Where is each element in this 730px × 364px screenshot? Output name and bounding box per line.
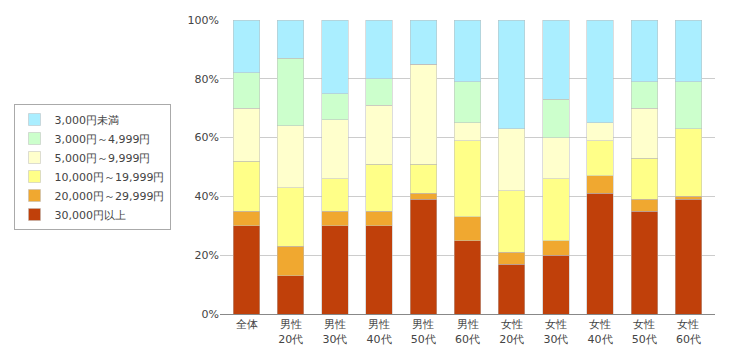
svg-text:20,000円～29,999円: 20,000円～29,999円 — [55, 190, 165, 203]
svg-text:30,000円以上: 30,000円以上 — [55, 209, 127, 222]
svg-text:男性50代: 男性50代 — [411, 318, 436, 345]
svg-text:女性20代: 女性20代 — [499, 318, 524, 345]
svg-text:女性60代: 女性60代 — [676, 318, 701, 345]
svg-text:3,000円未満: 3,000円未満 — [55, 114, 120, 127]
svg-text:100%: 100% — [188, 14, 219, 27]
svg-text:3,000円～4,999円: 3,000円～4,999円 — [55, 133, 151, 146]
svg-text:60%: 60% — [195, 131, 219, 144]
svg-text:10,000円～19,999円: 10,000円～19,999円 — [55, 171, 165, 184]
svg-text:80%: 80% — [195, 73, 219, 86]
svg-text:女性40代: 女性40代 — [588, 318, 613, 345]
svg-text:男性40代: 男性40代 — [367, 318, 392, 345]
svg-text:5,000円～9,999円: 5,000円～9,999円 — [55, 152, 151, 165]
svg-text:男性30代: 男性30代 — [322, 318, 347, 345]
svg-text:男性20代: 男性20代 — [278, 318, 303, 345]
svg-text:全体: 全体 — [236, 318, 258, 331]
svg-text:男性60代: 男性60代 — [455, 318, 480, 345]
svg-text:20%: 20% — [195, 249, 219, 262]
svg-text:40%: 40% — [195, 190, 219, 203]
svg-text:0%: 0% — [202, 308, 219, 321]
svg-text:女性50代: 女性50代 — [632, 318, 657, 345]
svg-text:女性30代: 女性30代 — [543, 318, 568, 345]
